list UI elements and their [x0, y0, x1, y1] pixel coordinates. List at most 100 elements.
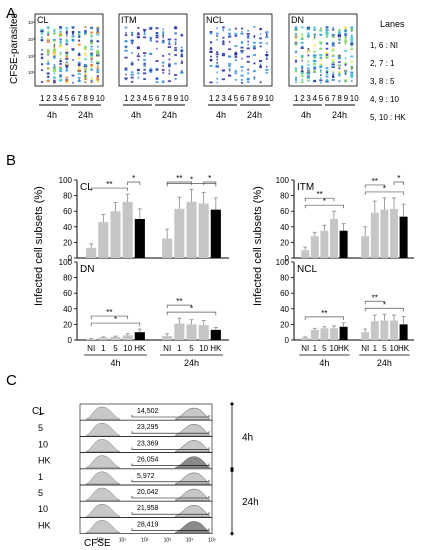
time-label-24h: 24h: [332, 110, 347, 120]
facs-event: [306, 28, 311, 31]
gate-value: 5,972: [137, 473, 155, 480]
histogram-row: 10 23,369: [38, 436, 213, 453]
facs-event: [77, 64, 81, 67]
time-label-24h: 24h: [78, 110, 93, 120]
facs-event: [174, 74, 178, 76]
bar: [390, 208, 398, 258]
facs-event: [96, 72, 99, 74]
facs-event: [234, 59, 237, 62]
facs-event: [319, 63, 323, 66]
facs-event: [320, 28, 322, 31]
facs-event: [295, 51, 297, 54]
facs-event: [325, 34, 329, 36]
facs-event: [156, 77, 158, 80]
gate-value: 20,042: [137, 489, 159, 496]
facs-event: [319, 29, 322, 32]
lane-number: 2: [215, 94, 220, 103]
bar: [122, 201, 133, 258]
histogram-axis-tick: 10¹: [119, 538, 127, 544]
facs-event: [162, 64, 164, 67]
facs-event: [84, 32, 87, 35]
facs-event: [294, 78, 298, 81]
facs-event: [246, 37, 250, 39]
facs-event: [53, 44, 56, 47]
significance-bracket: [166, 304, 192, 309]
time-label-24h: 24h: [247, 110, 262, 120]
facs-event: [53, 66, 56, 68]
facs-event: [162, 80, 165, 83]
y-tick-label: 0: [68, 336, 73, 345]
facs-event: [234, 78, 237, 81]
facs-event: [77, 73, 81, 75]
facs-event: [343, 79, 348, 82]
facs-event: [53, 43, 56, 45]
lane-number: 8: [167, 94, 172, 103]
facs-event: [155, 40, 159, 43]
facs-event: [90, 40, 93, 43]
facs-event: [131, 42, 134, 45]
lane-number: 3: [52, 94, 57, 103]
facs-event: [90, 81, 93, 84]
facs-event: [300, 38, 304, 40]
facs-event: [265, 68, 269, 71]
facs-event: [52, 32, 57, 35]
facs-event: [130, 39, 134, 42]
facs-event: [294, 29, 298, 31]
x-tick-label: 1: [373, 344, 378, 353]
y-tick-label: 100: [276, 258, 290, 267]
facs-event: [306, 67, 310, 70]
facs-event: [306, 72, 310, 75]
facs-event: [78, 34, 81, 37]
facs-event: [337, 32, 341, 35]
histogram-peak-control: [85, 406, 121, 420]
facs-event: [319, 47, 323, 50]
facs-event: [125, 78, 127, 81]
facs-event: [332, 49, 335, 52]
facs-event: [215, 32, 219, 35]
facs-event: [259, 63, 262, 66]
facs-event: [246, 81, 250, 83]
lane-number: 8: [83, 94, 88, 103]
facs-plot-dn: DN 1 2 3 4 5 6 7 8 9 10 4h 24h: [288, 13, 359, 120]
facs-event: [168, 43, 171, 45]
gate-bracket: [131, 512, 210, 515]
facs-event: [84, 52, 87, 55]
lane-number: 9: [259, 94, 264, 103]
y-tick-label: 100: [59, 176, 73, 185]
facs-event: [338, 61, 341, 63]
significance-bracket: [90, 322, 141, 327]
facs-event: [344, 30, 348, 33]
facs-event: [59, 43, 62, 46]
bar: [370, 321, 379, 340]
facs-event: [97, 54, 99, 57]
facs-event: [90, 33, 93, 36]
facs-event: [96, 49, 100, 52]
facs-event: [167, 63, 171, 66]
facs-tick-label: 10⁴: [28, 20, 35, 25]
facs-event: [319, 42, 322, 45]
facs-event: [306, 77, 311, 79]
facs-event: [350, 60, 354, 63]
bar: [380, 209, 389, 258]
histogram-frame: [79, 517, 213, 534]
facs-event: [246, 60, 250, 63]
facs-event: [142, 28, 147, 31]
facs-event: [228, 55, 232, 58]
y-tick-label: 0: [68, 254, 73, 263]
facs-event: [130, 40, 134, 43]
facs-event: [84, 58, 87, 61]
facs-event: [96, 45, 99, 48]
lane-number: 1: [40, 94, 45, 103]
facs-event: [84, 29, 87, 32]
x-tick-label: 5: [382, 344, 387, 353]
gate-value: 23,295: [137, 424, 159, 431]
facs-event: [77, 65, 81, 68]
facs-event: [59, 41, 62, 44]
facs-event: [350, 71, 354, 74]
facs-event: [47, 33, 50, 36]
panel-a-yaxis-label: CFSE-parasites: [9, 13, 20, 84]
facs-event: [259, 81, 262, 84]
facs-event: [46, 62, 50, 65]
facs-event: [131, 61, 134, 64]
facs-event: [142, 52, 147, 55]
